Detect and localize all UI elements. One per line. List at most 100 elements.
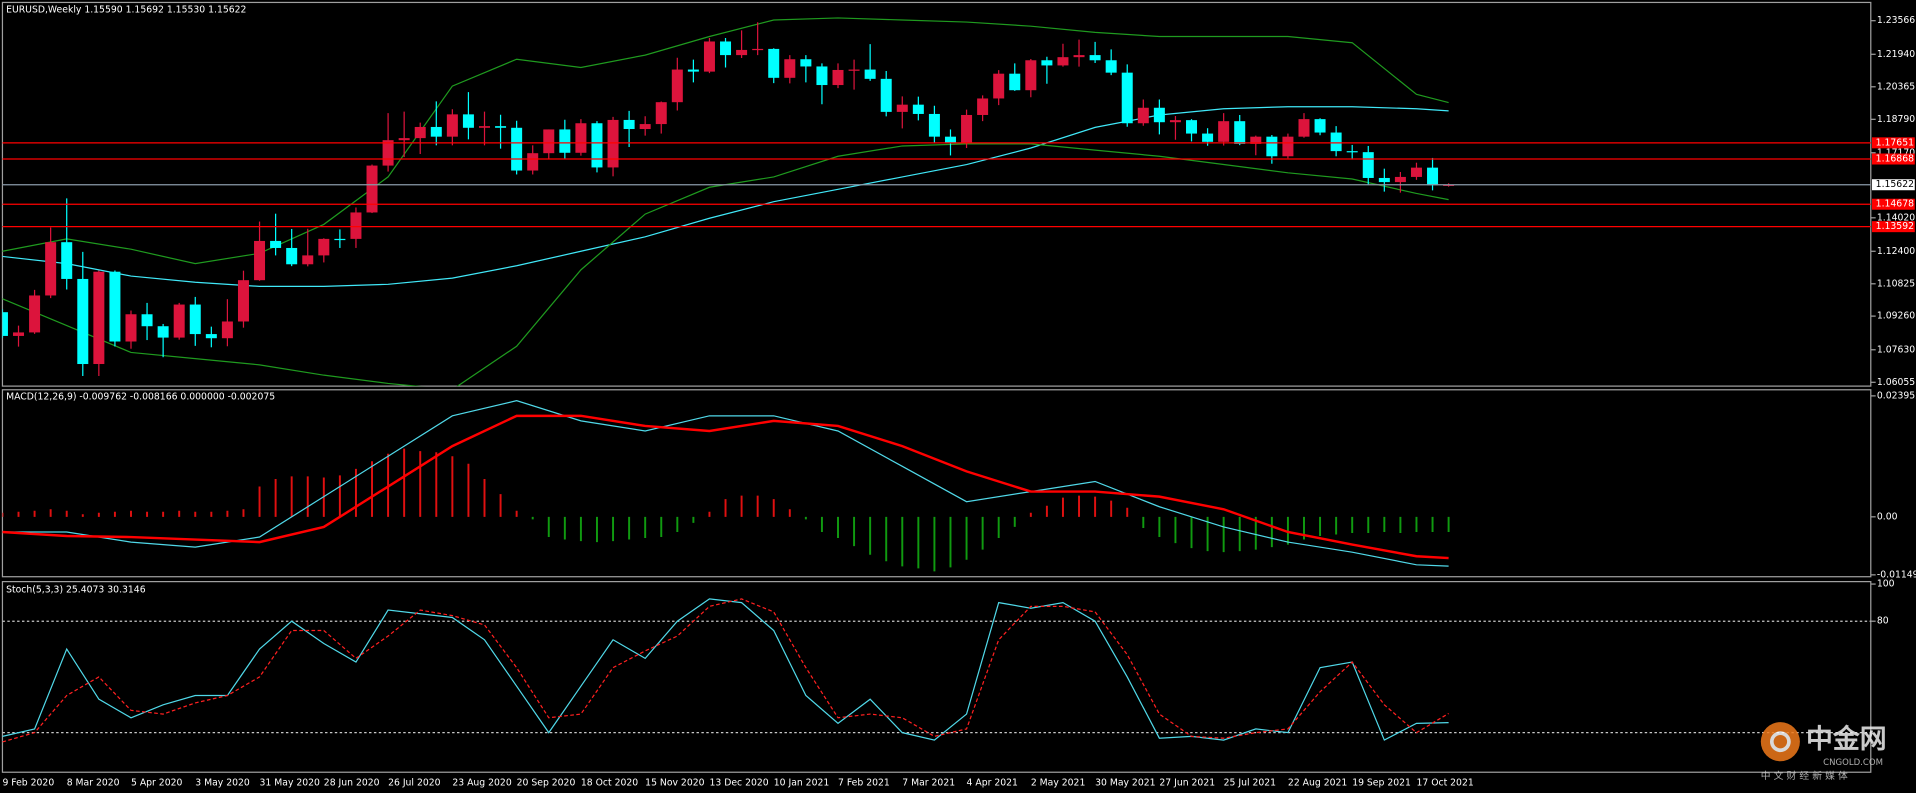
x-tick-label: 9 Feb 2020 [2, 778, 54, 789]
candle-body [575, 123, 587, 153]
candle-body [607, 119, 619, 168]
candle-body [2, 312, 8, 336]
candle-body [511, 127, 523, 171]
current-price-label: 1.15622 [1876, 179, 1914, 190]
candle-body [800, 59, 812, 67]
logo-mark [1769, 731, 1791, 753]
stoch-title: Stoch(5,3,3) 25.4073 30.3146 [6, 585, 146, 596]
candle-body [1234, 121, 1246, 144]
candle-body [1121, 72, 1133, 124]
y-tick-label: -0.01149 [1877, 569, 1916, 580]
y-tick-label: 1.14020 [1877, 212, 1915, 223]
x-tick-label: 15 Nov 2020 [645, 778, 704, 789]
candle-body [141, 314, 153, 327]
logo-circle [1760, 722, 1800, 762]
x-tick-label: 18 Oct 2020 [581, 778, 638, 789]
candle-body [1282, 136, 1294, 157]
y-tick-label: 1.10825 [1877, 278, 1915, 289]
level-tag [1872, 153, 1915, 165]
y-tick-label: 1.12400 [1877, 246, 1915, 257]
plot-layer: 1.23566 1.21940 1.20365 1.18790 1.17170 1.140… [2, 15, 1916, 789]
x-tick-label: 31 May 2020 [260, 778, 321, 789]
slogan: 中 文 财 经 新 媒 体 [1761, 769, 1848, 782]
y-tick-label: 80 [1877, 616, 1889, 627]
candle-body [157, 326, 169, 338]
candle-body [382, 140, 394, 166]
candle-body [1218, 121, 1230, 142]
candle-body [334, 238, 346, 241]
candle-body [703, 41, 715, 72]
candle-body [1298, 119, 1310, 137]
candle-body [125, 314, 137, 342]
candle-body [880, 78, 892, 112]
candle-body [189, 304, 201, 335]
candle-body [768, 48, 780, 78]
x-tick-label: 25 Jul 2021 [1224, 778, 1277, 789]
candle-body [1346, 151, 1358, 153]
x-tick-label: 3 May 2020 [195, 778, 250, 789]
y-tick-label: 1.18790 [1877, 114, 1915, 125]
y-tick-label: 1.17170 [1877, 147, 1915, 158]
candle-body [639, 124, 651, 130]
price-title: EURUSD,Weekly 1.15590 1.15692 1.15530 1.… [6, 4, 246, 15]
candle-body [543, 129, 555, 154]
y-tick-label: 1.23566 [1877, 15, 1915, 26]
candle-body [1105, 60, 1117, 73]
candle-body [944, 136, 956, 144]
candle-body [896, 104, 908, 112]
candle-body [736, 49, 748, 56]
candle-body [928, 113, 940, 137]
candle-body [832, 69, 844, 86]
macd-title: MACD(12,26,9) -0.009762 -0.008166 0.0000… [6, 392, 275, 403]
candle-body [430, 126, 442, 137]
indicator-line [2, 598, 1449, 741]
candle-body [1089, 55, 1101, 61]
candle-body [93, 271, 105, 365]
level-label: 1.16868 [1876, 154, 1914, 165]
indicator-line [2, 400, 1449, 567]
candle-body [302, 255, 314, 265]
x-tick-label: 13 Dec 2020 [709, 778, 768, 789]
candle-body [816, 66, 828, 86]
level-tag [1872, 137, 1915, 149]
candle-body [237, 280, 249, 322]
y-tick-label: 0.00 [1877, 511, 1898, 522]
y-tick-label: 1.20365 [1877, 81, 1915, 92]
candle-body [462, 114, 474, 128]
candle-body [1202, 133, 1214, 142]
candle-body [848, 69, 860, 71]
stoch-panel [1, 581, 1872, 773]
candle-body [318, 238, 330, 256]
candle-body [752, 48, 764, 51]
candle-body [29, 295, 41, 333]
x-tick-label: 26 Jul 2020 [388, 778, 441, 789]
candle-body [912, 104, 924, 114]
candle-body [1378, 177, 1390, 183]
candle-body [254, 240, 266, 281]
x-tick-label: 20 Sep 2020 [517, 778, 576, 789]
candle-body [687, 69, 699, 72]
y-tick-label: 1.21940 [1877, 49, 1915, 60]
x-tick-label: 17 Oct 2021 [1416, 778, 1473, 789]
candle-body [13, 332, 25, 336]
candle-body [1169, 120, 1181, 123]
candle-body [61, 242, 73, 279]
candle-body [655, 102, 667, 125]
x-tick-label: 5 Apr 2020 [131, 778, 183, 789]
panel-plot [2, 598, 1871, 743]
panel-plot [2, 400, 1450, 572]
candle-body [623, 119, 635, 130]
indicator-line [2, 414, 1449, 560]
watermark: 中金网 CNGOLD.COM 中 文 财 经 新 媒 体 [1760, 722, 1887, 782]
candle-body [205, 334, 217, 339]
candle-body [398, 138, 410, 141]
candle-body [221, 321, 233, 339]
indicator-line [2, 598, 1449, 743]
x-tick-label: 4 Apr 2021 [967, 778, 1019, 789]
x-tick-label: 19 Sep 2021 [1352, 778, 1411, 789]
site: CNGOLD.COM [1823, 758, 1883, 768]
candle-body [77, 278, 89, 365]
